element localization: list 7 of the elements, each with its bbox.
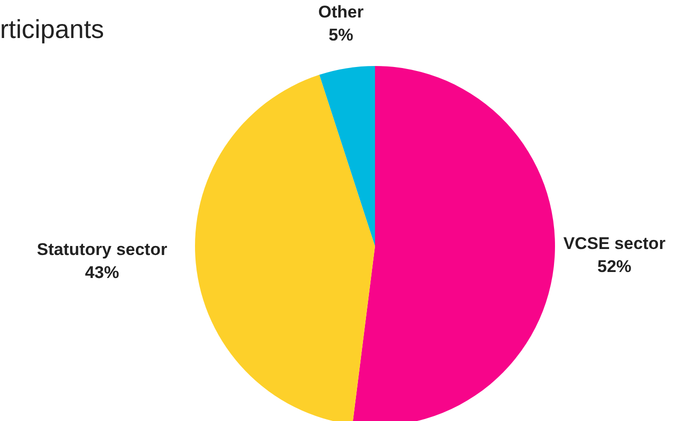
slice-label: VCSE sector — [563, 234, 666, 254]
slice-label: Other — [318, 2, 364, 22]
data-label: 43% — [85, 263, 120, 282]
data-label: 52% — [597, 257, 632, 276]
chart-title: rticipants — [0, 14, 104, 45]
data-label: 5% — [328, 25, 354, 44]
slice-label: Statutory sector — [36, 240, 168, 260]
